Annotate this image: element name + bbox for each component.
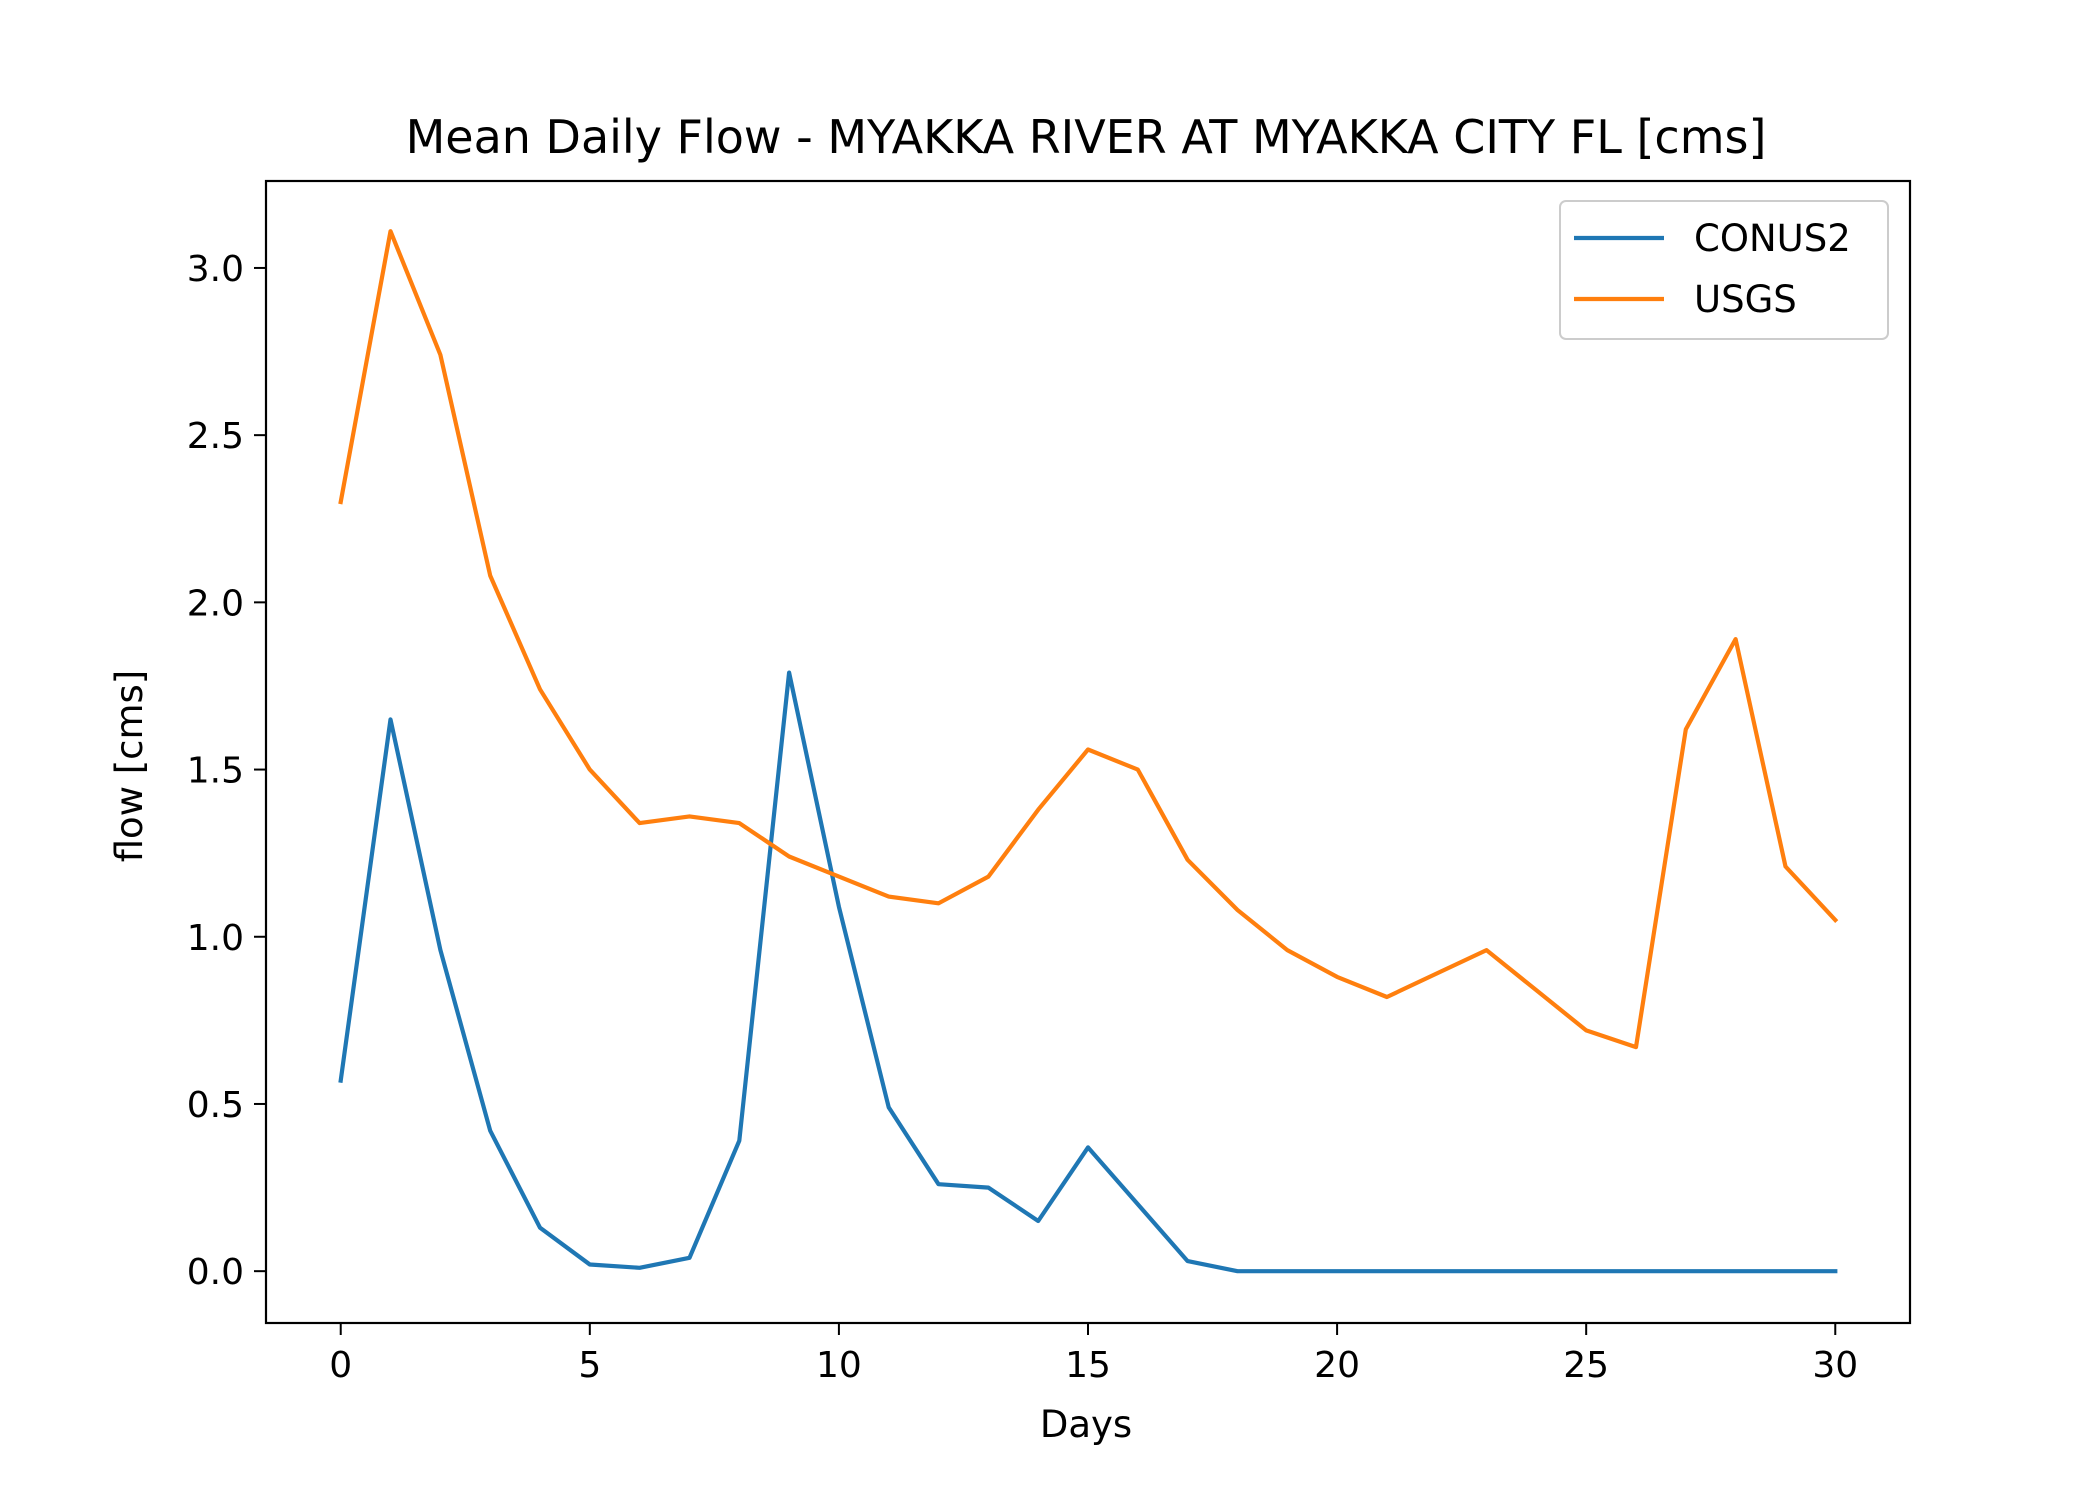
x-tick-label: 15: [1065, 1345, 1111, 1386]
series-line-conus2: [338, 670, 1838, 1274]
x-tick-label: 20: [1314, 1345, 1360, 1386]
x-tick-label: 30: [1812, 1345, 1858, 1386]
y-tick-label: 1.5: [187, 751, 244, 792]
y-tick-label: 2.0: [187, 583, 244, 624]
x-tick-label: 5: [578, 1345, 601, 1386]
legend: CONUS2 USGS: [1559, 200, 1889, 340]
y-axis-ticks: 0.0 0.5 1.0 1.5 2.0 2.5 3.0: [187, 249, 266, 1293]
y-tick-label: 0.5: [187, 1085, 244, 1126]
y-tick-label: 1.0: [187, 918, 244, 959]
legend-box: [1559, 200, 1889, 340]
legend-label-conus2: CONUS2: [1694, 217, 1851, 260]
y-tick-label: 2.5: [187, 416, 244, 457]
x-axis-ticks: 0 5 10 15 20 25 30: [329, 1323, 1858, 1386]
legend-label-usgs: USGS: [1694, 278, 1797, 321]
series-line-usgs: [338, 229, 1839, 1050]
series-layer: [338, 229, 1839, 1274]
y-axis-label: flow [cms]: [108, 670, 151, 863]
x-tick-label: 0: [329, 1345, 352, 1386]
x-axis-label: Days: [1040, 1403, 1132, 1446]
x-tick-label: 25: [1563, 1345, 1609, 1386]
y-tick-label: 3.0: [187, 249, 244, 290]
y-tick-label: 0.0: [187, 1252, 244, 1293]
x-tick-label: 10: [816, 1345, 862, 1386]
chart-title: Mean Daily Flow - MYAKKA RIVER AT MYAKKA…: [406, 110, 1767, 164]
